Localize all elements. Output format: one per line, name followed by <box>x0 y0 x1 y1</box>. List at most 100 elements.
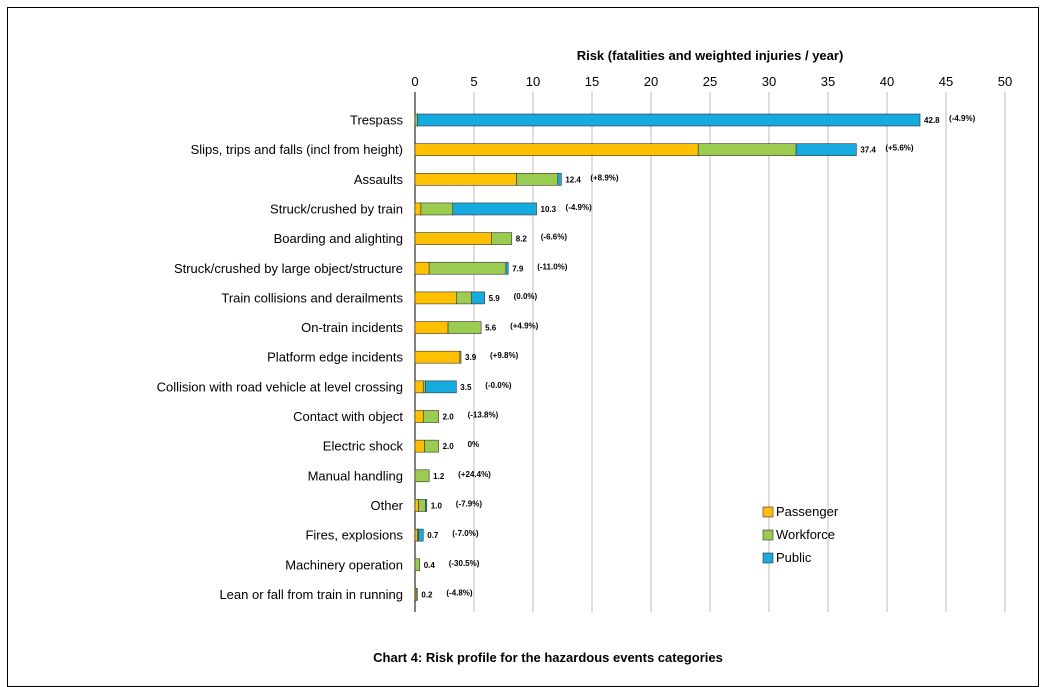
value-labels: 42.8 (-4.9%) 37.4 (+5.6%) 12.4 (+8.9%) 10.3 (-4… <box>421 114 975 599</box>
legend-label: Workforce <box>776 527 835 542</box>
change-label: (-7.9%) <box>456 499 483 508</box>
bar-segment-workforce <box>420 202 454 216</box>
category-label: Lean or fall from train in running <box>219 587 403 602</box>
bar-segment-passenger <box>414 143 699 156</box>
change-label: (+9.8%) <box>490 351 519 360</box>
bar-segment-workforce <box>414 469 430 483</box>
x-tick-label: 20 <box>644 74 658 89</box>
bar-group <box>414 499 428 512</box>
change-label: (-11.0%) <box>537 262 568 271</box>
legend-swatch-public <box>762 552 774 564</box>
bar-group <box>414 261 509 275</box>
bar-segment-workforce <box>418 499 426 512</box>
bar-group <box>414 173 562 186</box>
bar-segment-workforce <box>491 232 513 245</box>
bar-segment-workforce <box>516 173 559 186</box>
legend: Passenger Workforce Public <box>762 504 839 565</box>
bar-segment-workforce <box>428 261 507 275</box>
x-tick-label: 10 <box>526 74 540 89</box>
change-label: (-7.0%) <box>452 529 479 538</box>
bar-group <box>414 232 513 245</box>
total-value-label: 3.9 <box>465 353 477 362</box>
total-value-label: 3.5 <box>460 383 472 392</box>
legend-label: Public <box>776 550 812 565</box>
change-label: (+5.6%) <box>885 144 914 153</box>
bar-segment-workforce <box>459 350 462 364</box>
change-label: (-4.8%) <box>446 588 473 597</box>
x-tick-label: 15 <box>585 74 599 89</box>
category-label: Struck/crushed by train <box>270 201 403 216</box>
total-value-label: 0.4 <box>424 561 436 570</box>
bars <box>414 113 921 601</box>
bar-segment-public <box>425 380 457 394</box>
risk-chart: Risk (fatalities and weighted injuries /… <box>157 48 1013 665</box>
total-value-label: 7.9 <box>512 264 524 273</box>
total-value-label: 42.8 <box>924 116 940 125</box>
bar-segment-passenger <box>414 321 449 334</box>
bar-group <box>414 528 424 542</box>
category-label: Slips, trips and falls (incl from height… <box>191 142 403 157</box>
bar-group <box>414 202 537 216</box>
bar-group <box>414 588 418 601</box>
change-label: 0% <box>468 440 480 449</box>
change-label: (0.0%) <box>514 292 538 301</box>
bar-segment-passenger <box>414 291 457 305</box>
bar-segment-workforce <box>414 113 418 127</box>
total-value-label: 5.9 <box>489 294 501 303</box>
bar-segment-workforce <box>455 291 472 305</box>
bar-group <box>414 380 457 394</box>
legend-label: Passenger <box>776 504 839 519</box>
change-label: (-6.6%) <box>541 233 568 242</box>
change-label: (-13.8%) <box>468 411 499 420</box>
x-axis-ticks: 0 5 10 15 20 25 30 35 40 45 50 <box>411 74 1012 89</box>
bar-group <box>414 410 439 423</box>
bar-segment-passenger <box>414 202 422 216</box>
bar-segment-workforce <box>414 558 421 572</box>
bar-segment-passenger <box>414 173 517 186</box>
bar-group <box>414 350 462 364</box>
category-labels: Trespass Slips, trips and falls (incl fro… <box>157 113 404 602</box>
x-tick-label: 50 <box>998 74 1012 89</box>
total-value-label: 2.0 <box>443 442 455 451</box>
bar-segment-public <box>795 143 857 156</box>
chart-title: Chart 4: Risk profile for the hazardous … <box>373 650 723 665</box>
bar-segment-workforce <box>447 321 482 334</box>
total-value-label: 2.0 <box>443 413 455 422</box>
bar-segment-workforce <box>424 439 439 453</box>
x-tick-label: 30 <box>762 74 776 89</box>
x-tick-label: 40 <box>880 74 894 89</box>
total-value-label: 0.2 <box>421 590 433 599</box>
x-tick-label: 25 <box>703 74 717 89</box>
category-label: Train collisions and derailments <box>221 290 403 305</box>
total-value-label: 0.7 <box>427 531 439 540</box>
category-label: Struck/crushed by large object/structure <box>174 261 403 276</box>
total-value-label: 12.4 <box>565 175 581 184</box>
x-axis-title: Risk (fatalities and weighted injuries /… <box>577 48 844 63</box>
bar-segment-workforce <box>422 410 439 423</box>
bar-segment-passenger <box>414 350 461 364</box>
change-label: (-30.5%) <box>449 559 480 568</box>
bar-segment-workforce <box>697 143 797 156</box>
change-label: (+24.4%) <box>458 470 491 479</box>
bar-segment-passenger <box>414 499 419 512</box>
bar-segment-public <box>471 291 485 305</box>
x-tick-label: 45 <box>939 74 953 89</box>
category-label: Manual handling <box>308 468 403 483</box>
bar-group <box>414 439 439 453</box>
bar-group <box>414 558 421 572</box>
category-label: Other <box>370 498 403 513</box>
bar-segment-passenger <box>414 410 424 423</box>
total-value-label: 8.2 <box>516 235 528 244</box>
change-label: (-4.9%) <box>949 114 976 123</box>
bar-segment-passenger <box>414 528 418 542</box>
change-label: (+4.9%) <box>510 322 539 331</box>
bar-segment-workforce <box>422 380 426 394</box>
category-label: Trespass <box>350 113 403 128</box>
category-label: Machinery operation <box>285 557 403 572</box>
change-label: (-4.9%) <box>566 203 593 212</box>
category-label: Fires, explosions <box>305 528 403 543</box>
bar-segment-passenger <box>414 380 424 394</box>
change-label: (-0.0%) <box>485 381 512 390</box>
x-tick-label: 5 <box>470 74 477 89</box>
bar-group <box>414 291 485 305</box>
